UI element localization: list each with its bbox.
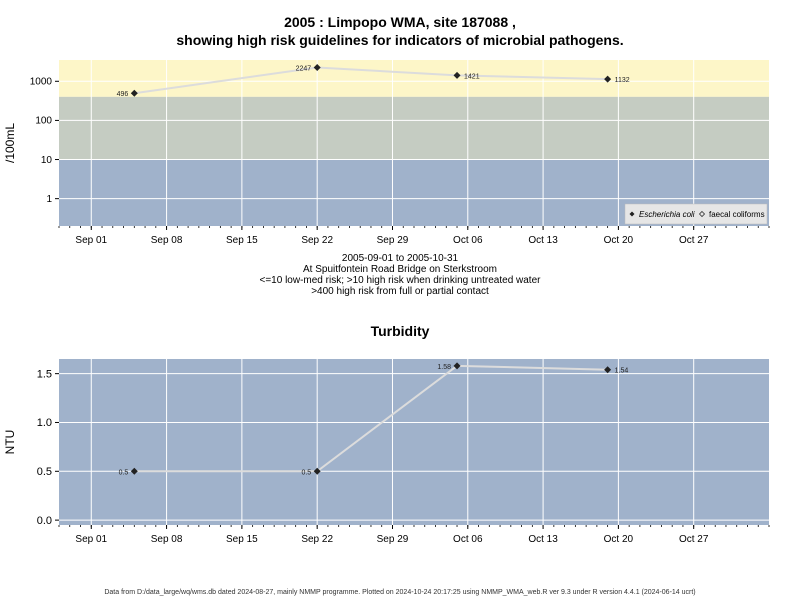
risk-band-0 <box>59 60 769 97</box>
chart-title-line1: 2005 : Limpopo WMA, site 187088 , <box>284 14 516 30</box>
x-tick-label: Oct 06 <box>453 534 483 545</box>
x-tick-label: Oct 27 <box>679 235 709 246</box>
caption-site: At Spuitfontein Road Bridge on Sterkstro… <box>303 264 497 275</box>
ecoli-chart: 1 10 100 1000 Sep 01 Sep 08 Sep 15 Sep 22 Sep 29… <box>3 60 770 246</box>
x-tick-label: Sep 29 <box>377 235 409 246</box>
plot-background <box>59 359 769 525</box>
legend-faecal-marker <box>698 210 706 218</box>
caption-date-range: 2005-09-01 to 2005-10-31 <box>341 253 459 264</box>
y-axis-label: /100mL <box>3 123 17 163</box>
turbidity-title: Turbidity <box>370 323 430 339</box>
y-tick-label: 1 <box>46 194 52 205</box>
series-line <box>134 364 608 473</box>
data-label: 1.58 <box>437 364 451 371</box>
x-tick-label: Sep 15 <box>226 534 258 545</box>
data-label: 2247 <box>296 66 312 73</box>
y-axis-label: NTU <box>3 430 17 455</box>
x-tick-label: Oct 20 <box>604 534 634 545</box>
x-tick-label: Sep 22 <box>301 235 333 246</box>
x-tick-label: Sep 01 <box>75 534 107 545</box>
data-label: 1132 <box>615 77 630 84</box>
turbidity-chart: 0.0 0.5 1.0 1.5 Sep 01 Sep 08 Sep 15 Sep 22 Sep … <box>3 359 770 545</box>
legend: Escherichia coli faecal coliforms <box>624 203 768 225</box>
risk-band-1 <box>59 96 769 160</box>
data-point <box>453 71 461 79</box>
legend-ecoli-marker <box>629 211 635 217</box>
data-point <box>604 366 612 374</box>
x-tick-label: Oct 13 <box>528 534 558 545</box>
data-point <box>130 467 138 475</box>
x-tick-label: Sep 15 <box>226 235 258 246</box>
y-tick-label: 10 <box>41 155 53 166</box>
y-tick-label: 0.5 <box>37 466 52 478</box>
data-point <box>604 75 612 83</box>
legend-ecoli-label: Escherichia coli <box>639 210 695 219</box>
y-tick-label: 1000 <box>30 77 53 88</box>
chart-title-line2: showing high risk guidelines for indicat… <box>176 32 624 48</box>
footer-note: Data from D:/data_large/wq/wms.db dated … <box>104 589 696 596</box>
series-line <box>134 66 608 95</box>
x-tick-label: Oct 20 <box>604 235 634 246</box>
y-tick-label: 1.0 <box>37 417 52 429</box>
legend-box <box>624 203 768 225</box>
x-tick-label: Sep 08 <box>151 235 183 246</box>
caption-risk-drinking: <=10 low-med risk; >10 high risk when dr… <box>259 275 541 286</box>
x-tick-label: Sep 01 <box>75 235 107 246</box>
data-label: 0.5 <box>301 469 311 476</box>
x-tick-label: Oct 27 <box>679 534 709 545</box>
legend-faecal-label: faecal coliforms <box>709 210 765 219</box>
x-tick-label: Sep 22 <box>301 534 333 545</box>
x-tick-label: Oct 13 <box>528 235 558 246</box>
data-label: 0.5 <box>119 469 129 476</box>
data-label: 1.54 <box>615 368 629 375</box>
data-point <box>130 89 138 97</box>
data-point <box>453 362 461 370</box>
y-tick-label: 100 <box>35 116 52 127</box>
x-tick-label: Oct 06 <box>453 235 483 246</box>
x-tick-label: Sep 08 <box>151 534 183 545</box>
data-label: 496 <box>117 91 129 98</box>
y-tick-label: 1.5 <box>37 368 52 380</box>
data-point <box>313 64 321 72</box>
y-tick-label: 0.0 <box>37 515 52 527</box>
data-label: 1421 <box>464 73 480 80</box>
data-point <box>313 467 321 475</box>
x-tick-label: Sep 29 <box>377 534 409 545</box>
caption-risk-contact: >400 high risk from full or partial cont… <box>311 286 489 297</box>
